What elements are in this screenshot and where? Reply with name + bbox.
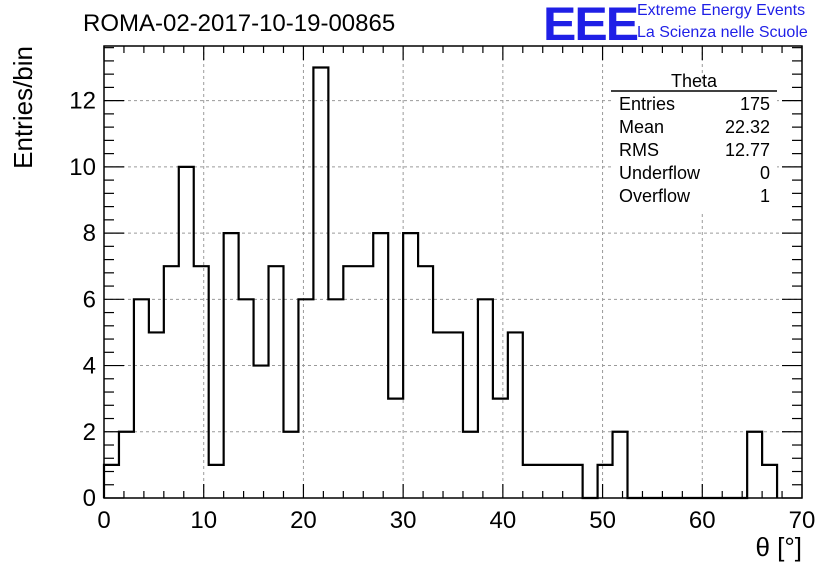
x-tick-label: 60: [689, 507, 716, 534]
stats-label: Mean: [619, 117, 664, 137]
stats-label: RMS: [619, 140, 659, 160]
y-tick-label: 8: [83, 220, 96, 247]
y-tick-label: 0: [83, 485, 96, 512]
stats-value: 175: [740, 94, 770, 114]
histogram-line: [102, 66, 779, 500]
x-tick-label: 30: [390, 507, 417, 534]
y-tick-label: 2: [83, 419, 96, 446]
stats-value: 0: [760, 163, 770, 183]
y-axis-title: Entries/bin: [8, 46, 38, 169]
logo-caption-line1: Extreme Energy Events: [637, 2, 806, 19]
y-tick-label: 6: [83, 286, 96, 313]
eee-logo: EEE: [543, 0, 639, 51]
stats-value: 22.32: [725, 117, 770, 137]
x-tick-label: 40: [490, 507, 517, 534]
stats-box: Theta Entries 175 Mean 22.32 RMS 12.77 Underflo…: [611, 71, 777, 214]
x-tick-label: 0: [97, 507, 110, 534]
histogram-title: ROMA-02-2017-10-19-00865: [83, 10, 396, 37]
logo-caption-line2: La Scienza nelle Scuole: [637, 24, 808, 41]
grid-lines: [104, 46, 802, 498]
stats-background: [611, 84, 777, 214]
stats-value: 1: [760, 186, 770, 206]
stats-title: Theta: [671, 71, 718, 91]
plot-frame: [103, 45, 803, 499]
stats-value: 12.77: [725, 140, 770, 160]
stats-label: Overflow: [619, 186, 691, 206]
x-axis-title: θ [°]: [755, 532, 802, 562]
y-tick-label: 4: [83, 353, 96, 380]
stats-label: Entries: [619, 94, 675, 114]
y-tick-label: 10: [69, 154, 96, 181]
x-tick-label: 10: [190, 507, 217, 534]
x-tick-label: 20: [290, 507, 317, 534]
histogram-series: [102, 66, 779, 500]
y-tick-label: 12: [69, 88, 96, 115]
stats-label: Underflow: [619, 163, 701, 183]
x-tick-label: 50: [589, 507, 616, 534]
x-tick-label: 70: [789, 507, 816, 534]
